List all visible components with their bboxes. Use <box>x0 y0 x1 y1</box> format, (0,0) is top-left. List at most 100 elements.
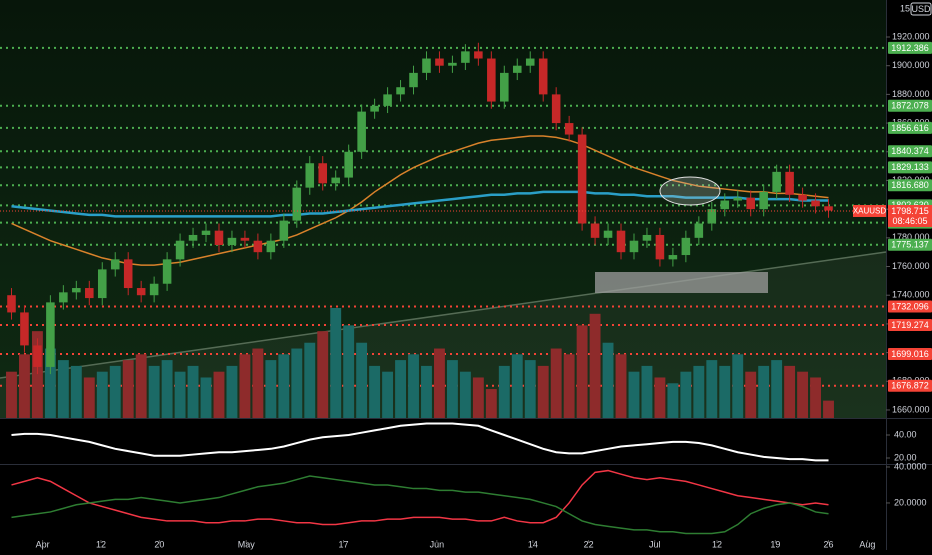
level-label: 1912.386 <box>891 43 929 53</box>
y-tick-label: 1660.000 <box>892 404 930 414</box>
level-label: 1732.096 <box>891 301 929 311</box>
candle-body <box>759 191 768 210</box>
level-tag <box>888 318 932 331</box>
currency: USD <box>911 4 931 14</box>
volume-bar <box>44 348 56 418</box>
volume-bar <box>524 360 536 418</box>
candle-body <box>603 230 613 238</box>
currency-box <box>910 2 932 16</box>
volume-bar <box>330 308 342 418</box>
candle-body <box>655 234 665 260</box>
volume-bar <box>771 360 783 418</box>
volume-bar <box>797 371 809 418</box>
candle-body <box>97 269 107 299</box>
volume-bar <box>498 365 510 418</box>
indicator-line <box>11 469 829 526</box>
candle-body <box>305 163 315 188</box>
volume-bar <box>135 354 147 418</box>
x-tick-label: Apr <box>36 539 50 549</box>
candle-body <box>785 171 794 195</box>
level-tag <box>888 161 932 174</box>
symbol: XAUUSD <box>853 207 887 216</box>
volume-bar <box>161 360 173 418</box>
volume-bar <box>122 360 134 418</box>
x-tick-label: 26 <box>824 539 834 549</box>
candle-body <box>279 220 289 241</box>
y-tick-label: 1900.000 <box>892 60 930 70</box>
candle-body <box>448 62 457 66</box>
indicator-line <box>11 475 829 535</box>
candle-body <box>629 240 639 253</box>
candle-body <box>733 197 743 201</box>
volume-bar <box>395 360 406 418</box>
volume-bar <box>239 354 251 418</box>
candle-body <box>7 295 16 313</box>
candle-body <box>227 237 237 246</box>
candle-body <box>668 255 678 260</box>
volume-bar <box>382 371 394 418</box>
volume-bar <box>459 371 471 418</box>
volume-bar <box>784 365 796 418</box>
volume-bar <box>745 371 757 418</box>
last-price-tag <box>888 204 932 227</box>
candle-body <box>512 65 522 73</box>
candle-body <box>175 240 185 260</box>
candles <box>7 42 833 375</box>
candle-body <box>616 230 626 253</box>
candle-body <box>590 223 600 238</box>
level-label: 1840.374 <box>891 146 929 156</box>
volume-bar <box>6 371 17 418</box>
volume-bar <box>667 383 679 418</box>
candle-body <box>746 197 755 210</box>
x-tick-label: May <box>238 539 256 549</box>
y-tick-label: 1740.000 <box>892 290 930 300</box>
y-tick-label: 1760.000 <box>892 261 930 271</box>
x-tick-label: Aug <box>859 539 875 549</box>
moving-averages <box>11 135 829 266</box>
indicator-line <box>11 135 829 266</box>
volume-bar <box>304 342 316 418</box>
candle-body <box>292 187 302 221</box>
volume-bar <box>421 365 432 418</box>
volume-bar <box>823 400 834 418</box>
last-price: 1798.715 <box>891 206 929 216</box>
candle-body <box>538 58 548 95</box>
candle-body <box>357 111 366 152</box>
volume-bar <box>434 348 445 418</box>
x-tick-label: Jun <box>430 539 445 549</box>
level-tag <box>888 99 932 112</box>
candle-body <box>487 58 496 102</box>
level-tag <box>888 179 932 192</box>
level-label: 1829.133 <box>891 162 929 172</box>
volume-bar <box>511 354 523 418</box>
x-tick-label: 14 <box>528 539 538 549</box>
candle-body <box>318 163 328 184</box>
volume-bar <box>83 377 95 418</box>
candle-body <box>253 240 263 253</box>
candle-body <box>72 288 81 293</box>
candle-body <box>564 123 574 135</box>
candle-body <box>110 259 120 270</box>
x-tick-label: 20 <box>154 539 164 549</box>
y-tick-label: 1920.000 <box>892 31 930 41</box>
volume-bar <box>706 360 718 418</box>
volume-bar <box>317 331 329 418</box>
candle-body <box>551 94 561 124</box>
candle-body <box>85 288 94 299</box>
x-tick-label: 12 <box>712 539 722 549</box>
level-label: 1775.137 <box>891 240 929 250</box>
pane-tick-label: 40.00 <box>894 429 917 439</box>
volume-bar <box>563 354 575 418</box>
candle-body <box>59 292 68 303</box>
candle-body <box>681 237 691 256</box>
volume-bar <box>654 377 666 418</box>
volume-bar <box>70 365 82 418</box>
candle-body <box>409 72 418 88</box>
level-label: 1872.078 <box>891 101 929 111</box>
level-tag <box>888 238 932 251</box>
level-tag <box>888 348 932 361</box>
level-label: 1699.016 <box>891 349 929 359</box>
candle-body <box>33 345 42 367</box>
volume-bar <box>291 348 303 418</box>
symbol-tag <box>853 204 886 217</box>
